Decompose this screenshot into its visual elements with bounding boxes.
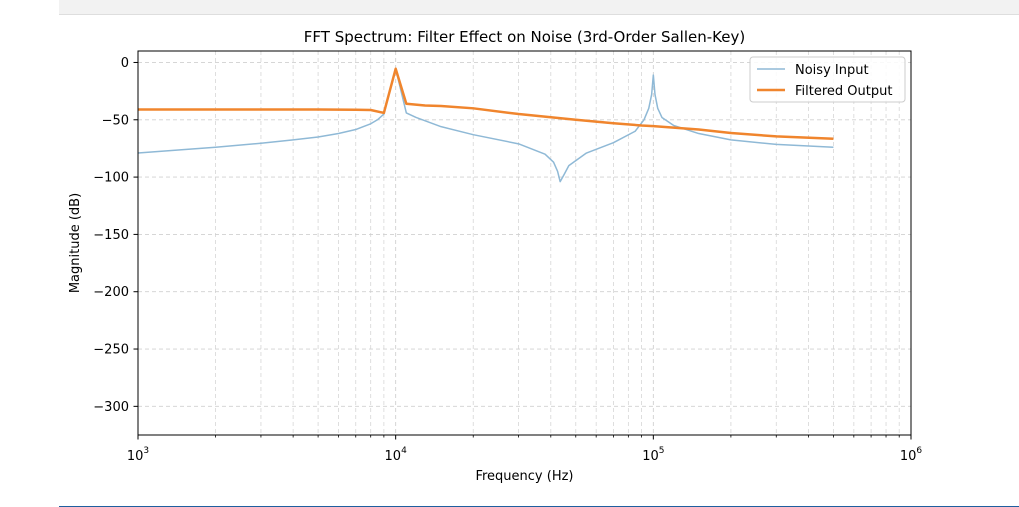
y-tick-label: −150 <box>93 228 129 243</box>
y-axis: 0 −50 −100 −150 −200 −250 −300 <box>93 56 138 415</box>
x-tick-label: 105 <box>642 446 664 464</box>
series-line-noisy-input <box>137 68 834 183</box>
top-window-strip <box>59 0 1019 15</box>
y-tick-label: −200 <box>93 285 129 300</box>
y-tick-label: −50 <box>102 113 129 128</box>
y-tick-label: −100 <box>93 171 129 186</box>
plot-frame <box>137 50 912 436</box>
x-tick-exponent: 5 <box>659 446 665 456</box>
legend-label-filtered-output: Filtered Output <box>795 84 892 99</box>
y-tick-label: −300 <box>93 400 129 415</box>
x-tick-exponent: 3 <box>143 446 149 456</box>
x-axis-label: Frequency (Hz) <box>475 469 573 484</box>
legend-label-noisy-input: Noisy Input <box>795 63 869 78</box>
y-axis-label: Magnitude (dB) <box>68 193 83 293</box>
series-layer <box>137 67 834 183</box>
legend: Noisy Input Filtered Output <box>749 56 906 103</box>
x-tick-label: 103 <box>127 446 149 464</box>
x-tick-exponent: 6 <box>916 446 922 456</box>
legend-box <box>749 56 906 103</box>
y-tick-label: 0 <box>121 56 129 71</box>
grid-lines <box>137 51 912 435</box>
chart-title: FFT Spectrum: Filter Effect on Noise (3r… <box>304 28 745 46</box>
x-axis: 103 104 105 106 <box>127 435 923 464</box>
x-tick-label: 104 <box>385 446 408 464</box>
x-tick-label: 106 <box>900 446 923 464</box>
series-line-filtered-output <box>138 67 834 140</box>
y-tick-label: −250 <box>93 343 129 358</box>
x-tick-exponent: 4 <box>401 446 407 456</box>
